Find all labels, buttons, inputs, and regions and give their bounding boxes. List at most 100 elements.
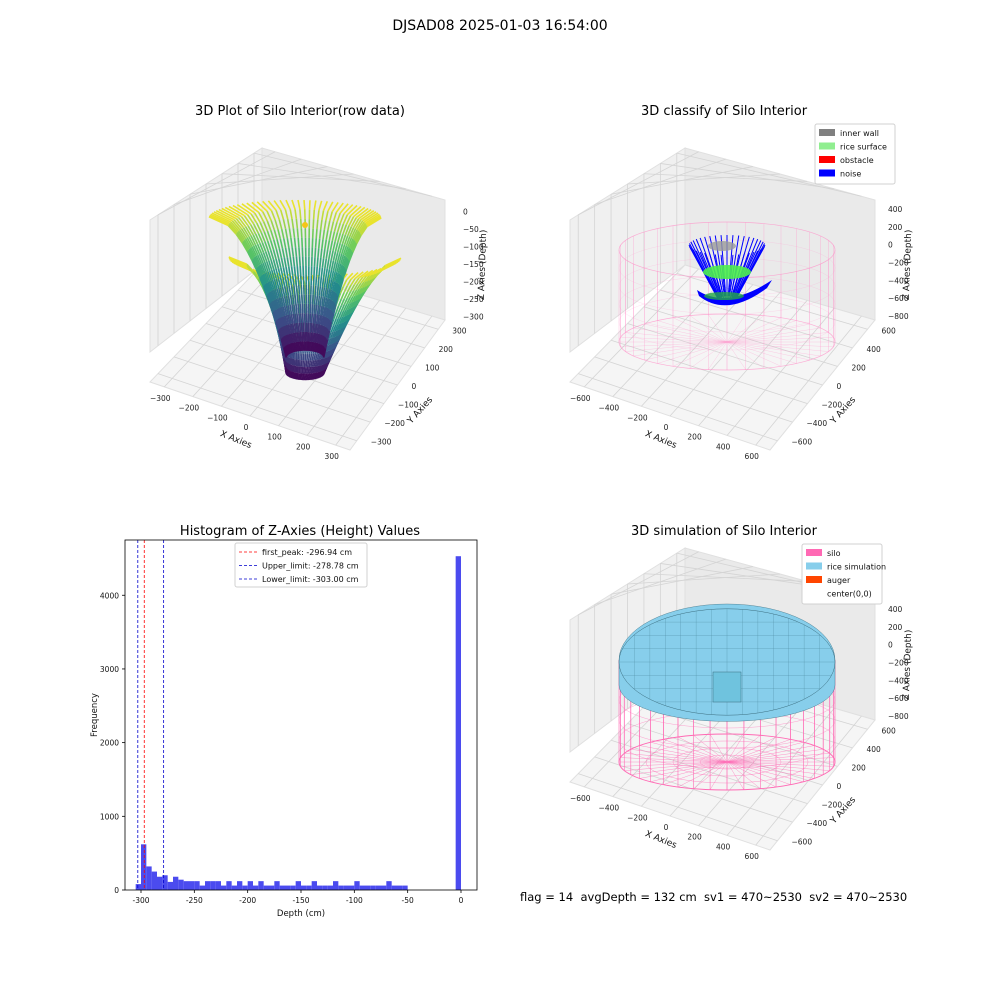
- surface-segment: [293, 332, 297, 343]
- surface-segment: [336, 252, 341, 263]
- surface-segment: [302, 366, 306, 374]
- surface-segment: [275, 268, 280, 279]
- surface-segment: [313, 359, 317, 367]
- surface-segment: [361, 280, 368, 289]
- surface-segment: [262, 262, 268, 273]
- surface-segment: [245, 238, 252, 249]
- surface-segment: [281, 316, 286, 327]
- highlight-marker: [302, 222, 308, 228]
- surface-segment: [323, 277, 327, 288]
- surface-segment: [279, 209, 285, 220]
- y-tick-label: 400: [867, 345, 882, 354]
- surface-segment: [260, 263, 266, 274]
- surface-segment: [358, 208, 372, 220]
- grid-line: [335, 315, 433, 446]
- surface-segment: [224, 206, 242, 218]
- surface-segment: [262, 221, 269, 232]
- surface-segment: [332, 241, 336, 252]
- surface-segment: [350, 240, 356, 251]
- surface-segment: [317, 343, 321, 354]
- y-tick-label: 2000: [100, 739, 119, 748]
- surface-segment: [336, 222, 342, 233]
- surface-segment: [320, 267, 324, 278]
- surface-segment: [327, 349, 332, 357]
- surface-segment: [241, 203, 256, 214]
- surface-segment: [304, 353, 307, 361]
- surface-segment: [363, 274, 371, 283]
- y-tick-label: −200: [822, 801, 843, 810]
- silo-floor-spoke: [726, 332, 829, 343]
- surface-segment: [328, 230, 333, 241]
- surface-segment: [333, 281, 337, 292]
- surface-segment: [336, 232, 342, 243]
- surface-segment: [318, 200, 323, 211]
- x-tick-label: -150: [292, 896, 309, 905]
- silo-floor-spoke: [644, 323, 728, 343]
- silo-floor-spoke: [726, 341, 821, 357]
- surface-segment: [255, 268, 262, 278]
- surface-segment: [316, 324, 320, 334]
- surface-segment: [328, 259, 332, 270]
- surface-segment: [317, 238, 321, 249]
- surface-segment: [298, 294, 301, 304]
- grid-line: [306, 307, 407, 436]
- surface-segment: [345, 247, 351, 258]
- surface-segment: [287, 266, 291, 277]
- surface-segment: [341, 234, 347, 245]
- surface-segment: [286, 334, 291, 344]
- surface-segment: [262, 273, 268, 284]
- surface-segment: [286, 257, 290, 267]
- silo-floor-spoke: [726, 320, 797, 343]
- surface-segment: [283, 336, 288, 346]
- surface-segment: [329, 331, 334, 339]
- surface-segment: [313, 353, 317, 361]
- surface-segment: [316, 343, 320, 353]
- surface-segment: [351, 300, 357, 309]
- surface-segment: [266, 230, 272, 241]
- y-tick-label: 200: [439, 345, 454, 354]
- histogram-bar: [221, 885, 227, 890]
- y-tick-label: 400: [867, 745, 882, 754]
- surface-segment: [254, 244, 261, 255]
- histogram-bar: [290, 885, 296, 890]
- surface-segment: [267, 200, 277, 211]
- surface-segment: [313, 257, 316, 267]
- surface-segment: [279, 287, 284, 297]
- legend: inner wall rice surface obstacle noise: [814, 123, 896, 185]
- surface-segment: [346, 226, 353, 237]
- legend-swatch: [819, 129, 835, 136]
- surface-segment: [337, 322, 343, 331]
- surface-segment: [340, 266, 346, 276]
- surface-segment: [337, 292, 342, 301]
- surface-segment: [229, 222, 239, 233]
- surface-segment: [313, 200, 317, 211]
- surface-segment: [250, 213, 258, 224]
- surface-segment: [275, 248, 280, 259]
- surface-segment: [288, 343, 293, 354]
- surface-segment: [311, 366, 315, 374]
- surface-segment: [347, 249, 353, 259]
- grid-line: [698, 300, 808, 426]
- surface-segment: [310, 360, 313, 368]
- surface-segment: [328, 322, 333, 332]
- surface-segment: [322, 348, 327, 358]
- surface-segment: [297, 199, 301, 210]
- surface-segment: [286, 218, 291, 229]
- legend-box: [814, 123, 896, 185]
- surface-segment: [342, 245, 348, 256]
- surface-segment: [294, 313, 297, 324]
- surface-segment: [385, 257, 402, 267]
- surface-segment: [275, 278, 280, 289]
- surface-segment: [314, 285, 317, 296]
- legend: silo rice simulation auger center(0,0): [801, 543, 886, 605]
- surface-segment: [339, 243, 344, 254]
- surface-segment: [276, 272, 287, 281]
- surface-segment: [318, 305, 322, 315]
- surface-segment: [368, 272, 376, 281]
- surface-segment: [251, 246, 257, 257]
- surface-segment: [271, 290, 276, 300]
- surface-segment: [312, 323, 315, 333]
- surface-segment: [302, 360, 305, 367]
- surface-segment: [254, 256, 260, 267]
- surface-segment: [322, 248, 326, 259]
